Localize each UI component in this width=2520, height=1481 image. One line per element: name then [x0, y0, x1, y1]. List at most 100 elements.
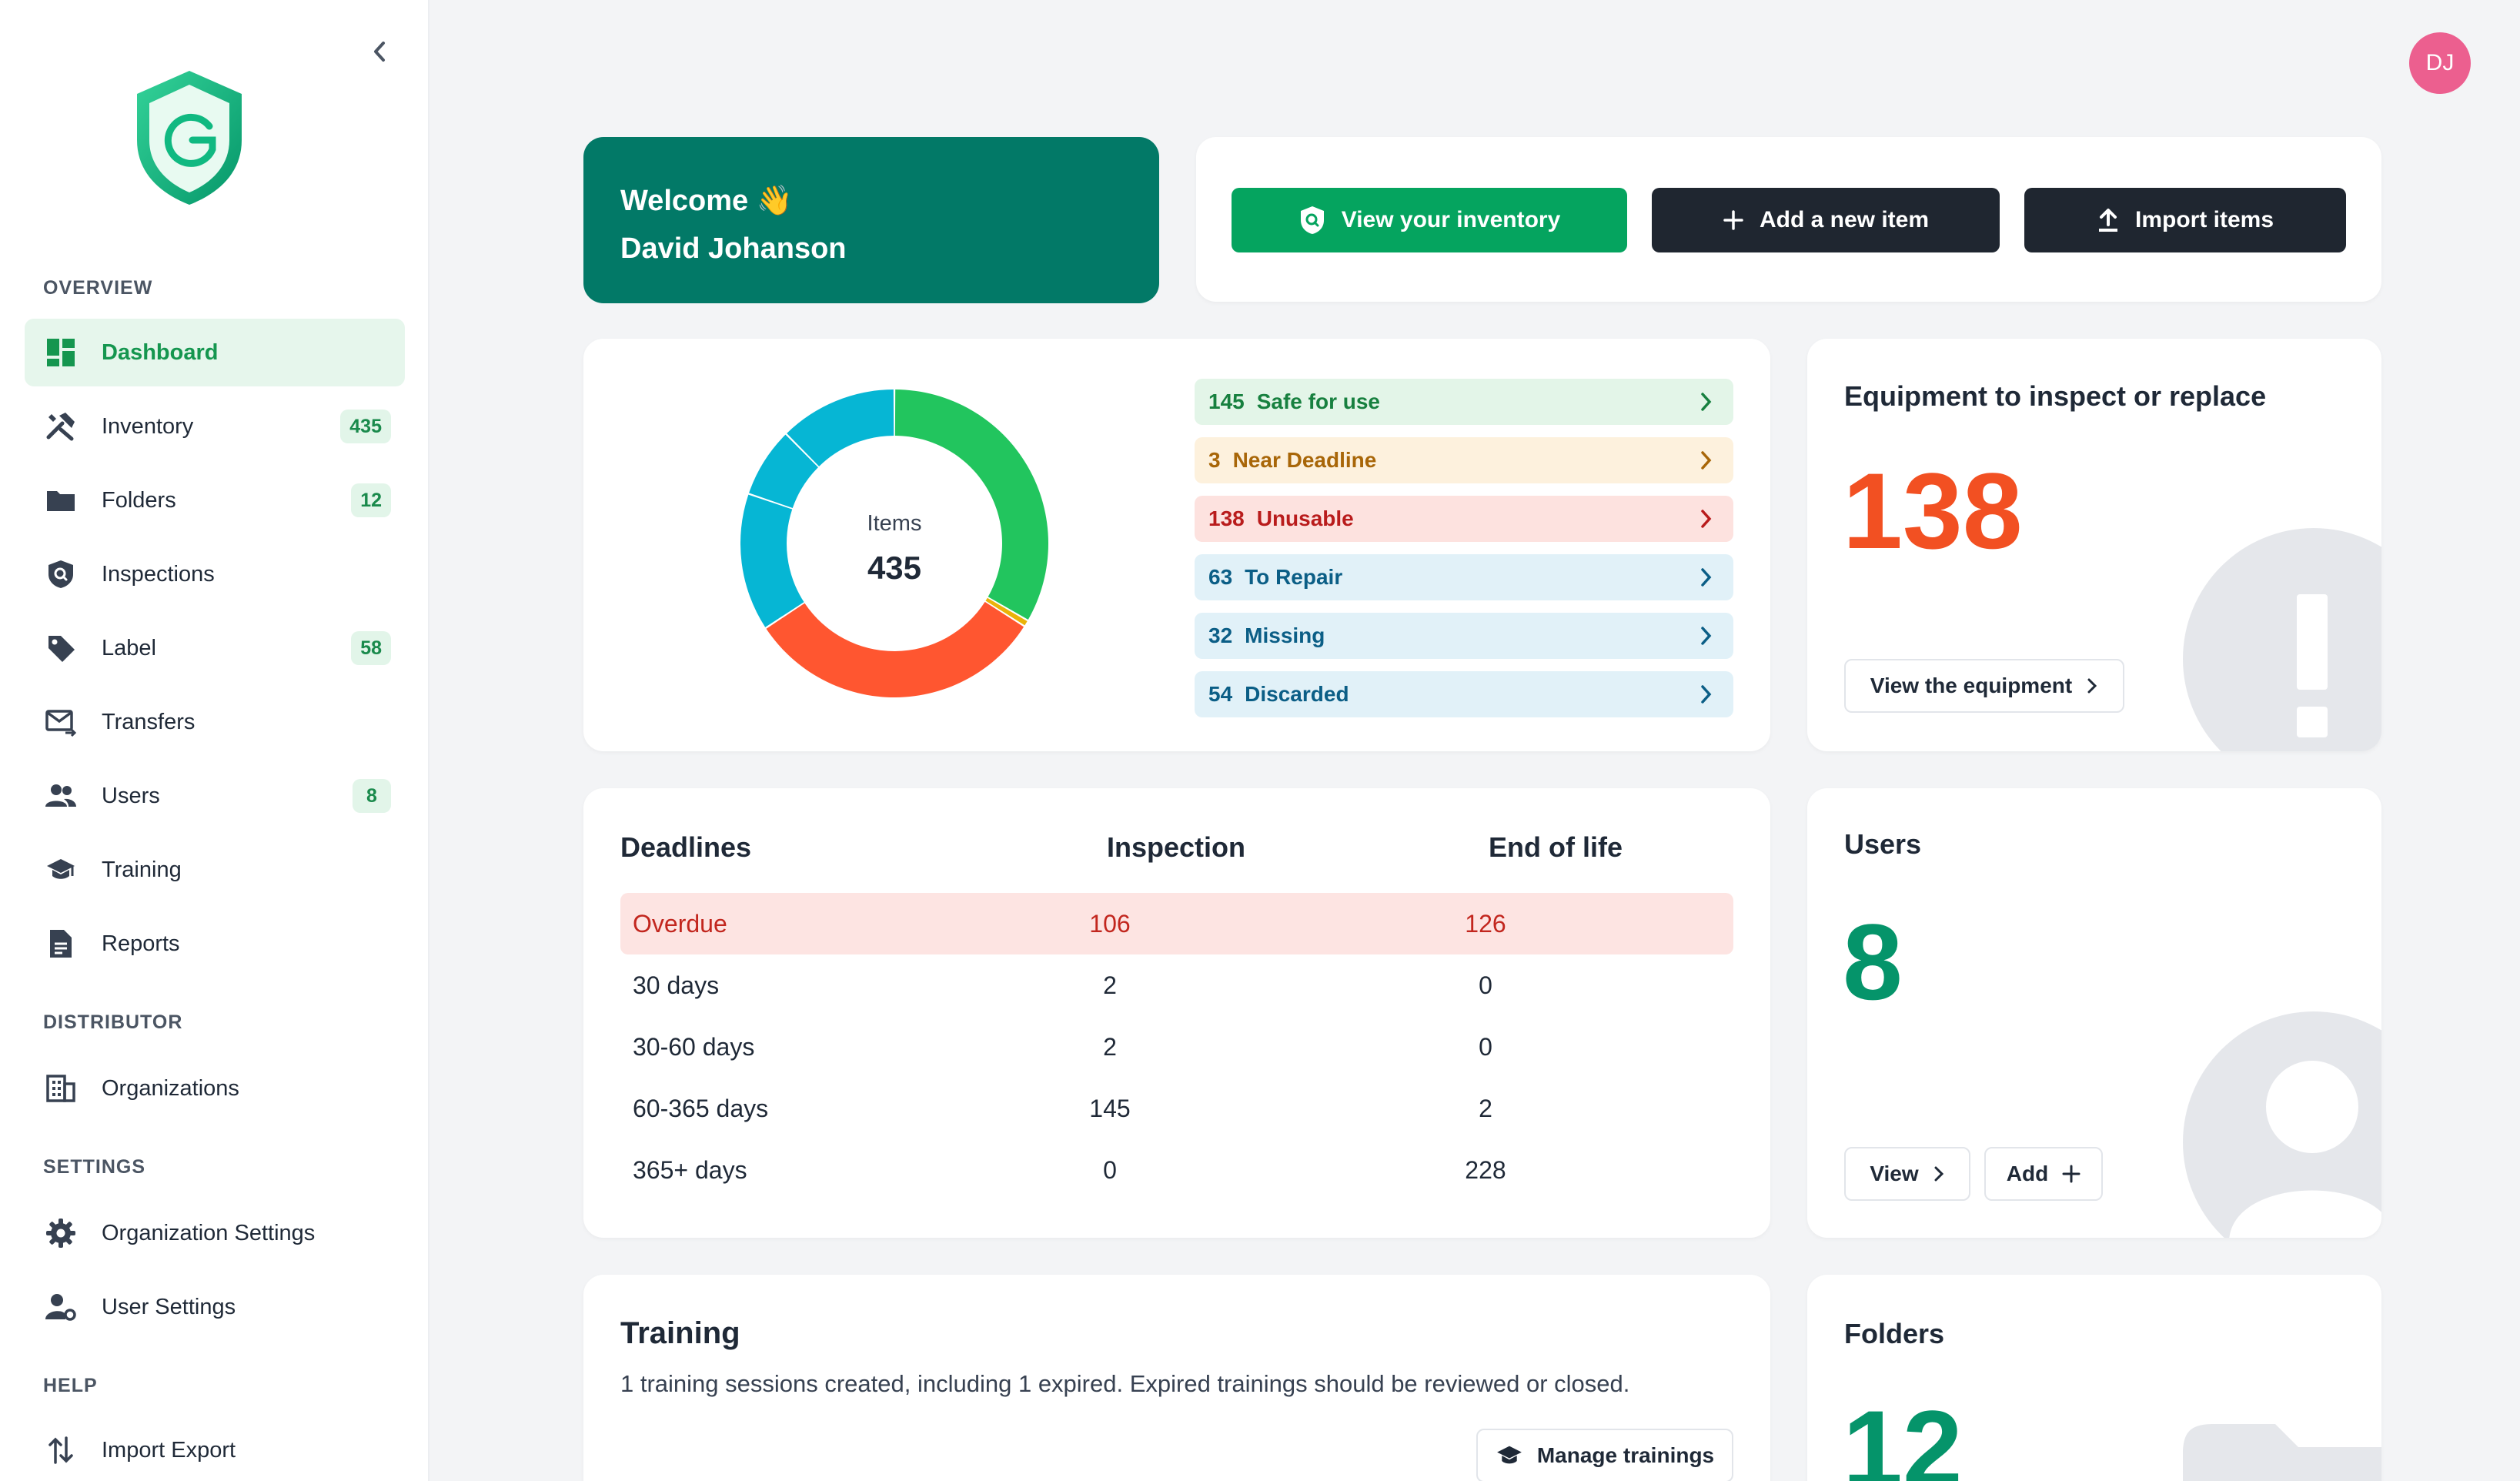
chevron-right-icon: [1934, 1166, 1943, 1182]
donut-slice-discarded: [787, 389, 894, 466]
end-of-life-value: 126: [1465, 909, 1506, 938]
end-of-life-value: 228: [1465, 1155, 1506, 1184]
sidebar-item-label: Transfers: [102, 709, 196, 734]
tag-icon: [43, 630, 79, 666]
chevron-right-icon: [1701, 685, 1712, 704]
building-icon: [43, 1071, 79, 1106]
status-label: To Repair: [1245, 565, 1343, 589]
view-inventory-button[interactable]: View your inventory: [1232, 188, 1627, 252]
sidebar-item-transfers[interactable]: Transfers: [25, 688, 405, 756]
shield-search-icon: [43, 557, 79, 592]
status-pill-discarded[interactable]: 54 Discarded: [1195, 671, 1733, 717]
manage-trainings-button[interactable]: Manage trainings: [1476, 1429, 1733, 1481]
sidebar-item-label: Import Export: [102, 1437, 236, 1463]
view-equipment-label: View the equipment: [1870, 674, 2073, 697]
inventory-count-badge: 435: [340, 410, 391, 443]
welcome-card: Welcome 👋 David Johanson: [583, 137, 1159, 303]
plus-icon: [1723, 210, 1743, 230]
graduation-cap-icon: [1496, 1446, 1522, 1464]
sidebar-item-import-export[interactable]: Import Export: [25, 1416, 405, 1481]
upload-icon: [2098, 209, 2117, 232]
sidebar-item-users[interactable]: Users 8: [25, 762, 405, 830]
inspection-value: 2: [1103, 1032, 1117, 1061]
equipment-count: 138: [1843, 450, 2023, 571]
status-pill-safe-for-use[interactable]: 145 Safe for use: [1195, 379, 1733, 425]
deadlines-header: Deadlines: [620, 831, 752, 863]
table-row: 60-365 days 145 2: [620, 1078, 1733, 1139]
quick-actions-card: View your inventory Add a new item Impor…: [1196, 137, 2381, 302]
sidebar-item-label: Reports: [102, 931, 180, 956]
users-icon: [43, 778, 79, 814]
collapse-sidebar-button[interactable]: [366, 38, 393, 65]
add-new-item-label: Add a new item: [1759, 207, 1930, 232]
training-card: Training 1 training sessions created, in…: [583, 1275, 1770, 1481]
sidebar-item-label: Inspections: [102, 561, 215, 587]
equipment-card-title: Equipment to inspect or replace: [1844, 380, 2267, 412]
sidebar-item-label: Organization Settings: [102, 1220, 316, 1245]
status-count: 32: [1208, 623, 1233, 647]
sidebar-item-organization-settings[interactable]: Organization Settings: [25, 1199, 405, 1267]
status-pill-near-deadline[interactable]: 3 Near Deadline: [1195, 437, 1733, 483]
sidebar-item-reports[interactable]: Reports: [25, 910, 405, 978]
sidebar-item-inventory[interactable]: Inventory 435: [25, 393, 405, 460]
donut-slice-near-deadline: [985, 597, 1028, 626]
status-pill-to-repair[interactable]: 63 To Repair: [1195, 554, 1733, 600]
chevron-right-icon: [1701, 393, 1712, 411]
status-count: 3: [1208, 448, 1221, 472]
deadline-label: 30-60 days: [633, 1032, 755, 1061]
folders-count-badge: 12: [351, 483, 391, 517]
chevron-right-icon: [1701, 568, 1712, 587]
view-users-button[interactable]: View: [1844, 1147, 1970, 1201]
status-label: Safe for use: [1256, 389, 1380, 413]
sidebar-item-training[interactable]: Training: [25, 836, 405, 904]
donut-center-value: 435: [867, 550, 922, 586]
sidebar-item-dashboard[interactable]: Dashboard: [25, 319, 405, 386]
users-count: 8: [1843, 901, 1903, 1022]
sidebar-item-label: Organizations: [102, 1075, 239, 1101]
add-user-button[interactable]: Add: [1984, 1147, 2103, 1201]
status-pill-unusable[interactable]: 138 Unusable: [1195, 496, 1733, 542]
status-count: 63: [1208, 565, 1233, 589]
chevron-right-icon: [1701, 451, 1712, 470]
status-label: Unusable: [1256, 506, 1354, 530]
sidebar-item-label: Training: [102, 857, 182, 882]
items-donut-chart: [740, 389, 1048, 697]
status-pill-missing[interactable]: 32 Missing: [1195, 613, 1733, 659]
avatar[interactable]: DJ: [2409, 32, 2471, 94]
section-help: HELP: [43, 1375, 98, 1396]
sidebar-item-label: Users: [102, 783, 160, 808]
section-overview: OVERVIEW: [43, 277, 153, 299]
sidebar-item-folders[interactable]: Folders 12: [25, 466, 405, 534]
users-card-title: Users: [1844, 828, 1922, 860]
sidebar-item-label: Folders: [102, 487, 176, 513]
status-label: Near Deadline: [1232, 448, 1377, 472]
sidebar-item-label-tags[interactable]: Label 58: [25, 614, 405, 682]
sidebar-item-label: Dashboard: [102, 339, 219, 365]
sidebar-item-inspections[interactable]: Inspections: [25, 540, 405, 608]
welcome-user-name: David Johanson: [620, 232, 847, 265]
sidebar-item-user-settings[interactable]: User Settings: [25, 1273, 405, 1341]
end-of-life-value: 0: [1479, 971, 1492, 999]
table-row: 30 days 2 0: [620, 954, 1733, 1016]
add-new-item-button[interactable]: Add a new item: [1652, 188, 2000, 252]
status-label: Discarded: [1245, 682, 1349, 706]
sidebar-item-label: User Settings: [102, 1294, 236, 1319]
donut-slice-unusable: [766, 601, 1024, 697]
user-illustration-icon: [2183, 1011, 2381, 1238]
import-items-button[interactable]: Import items: [2024, 188, 2346, 252]
chevron-right-icon: [1701, 627, 1712, 645]
deadline-label: 365+ days: [633, 1155, 747, 1184]
inspection-value: 2: [1103, 971, 1117, 999]
sidebar-item-label: Label: [102, 635, 156, 660]
view-equipment-button[interactable]: View the equipment: [1844, 659, 2124, 713]
users-card: Users 8 View Add: [1807, 788, 2381, 1238]
donut-center-label: Items: [867, 511, 922, 536]
status-count: 54: [1208, 682, 1233, 706]
table-row: Overdue 106 126: [620, 893, 1733, 954]
sidebar-item-organizations[interactable]: Organizations: [25, 1055, 405, 1122]
inspection-value: 106: [1089, 909, 1131, 938]
donut-slice-to-repair: [740, 494, 804, 627]
deadline-label: 30 days: [633, 971, 720, 999]
training-description: 1 training sessions created, including 1…: [620, 1370, 1630, 1397]
dashboard-icon: [43, 335, 79, 370]
